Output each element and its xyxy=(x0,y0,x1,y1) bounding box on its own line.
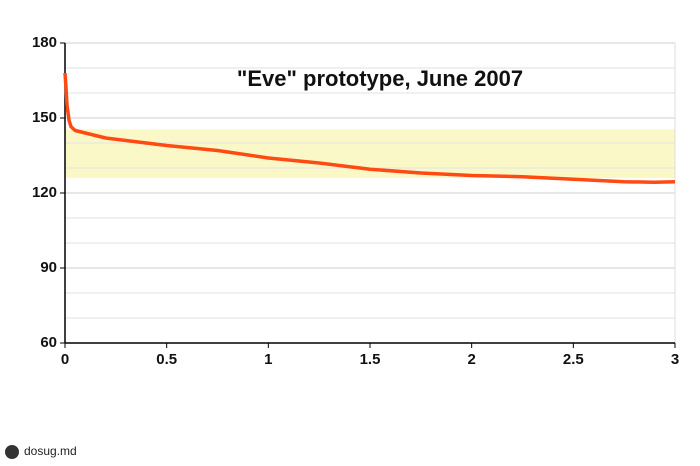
y-tick-label: 150 xyxy=(32,109,57,126)
x-tick-label: 2.5 xyxy=(563,351,584,368)
x-tick-label: 1.5 xyxy=(360,351,381,368)
x-tick-label: 0.5 xyxy=(156,351,177,368)
y-tick-label: 90 xyxy=(40,259,57,276)
x-tick-label: 0 xyxy=(61,351,69,368)
x-tick-label: 2 xyxy=(467,351,475,368)
data-line xyxy=(63,72,676,184)
watermark-text: dosug.md xyxy=(24,444,77,458)
y-tick-label: 180 xyxy=(32,34,57,51)
chart-title: "Eve" prototype, June 2007 xyxy=(237,66,523,91)
x-tick-label: 1 xyxy=(264,351,272,368)
watermark: dosug.md xyxy=(5,444,77,459)
y-tick-label: 60 xyxy=(40,334,57,351)
watermark-icon xyxy=(5,445,19,459)
x-tick-label: 3 xyxy=(671,351,679,368)
y-tick-label: 120 xyxy=(32,184,57,201)
